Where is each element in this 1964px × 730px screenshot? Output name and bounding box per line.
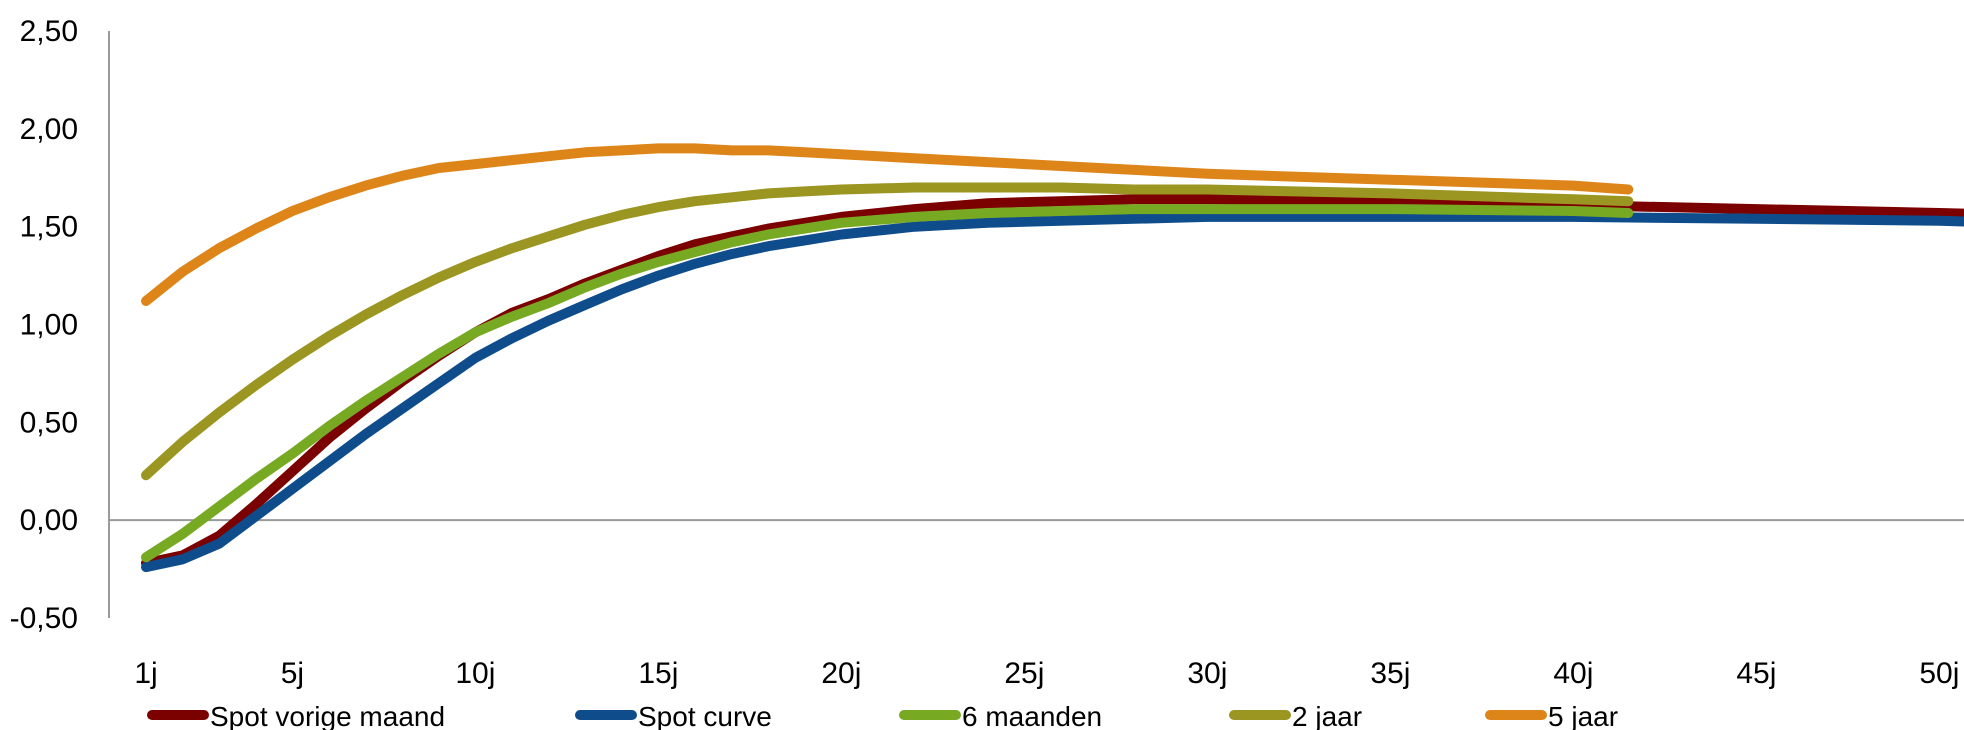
series-line-1 [141, 211, 1964, 573]
x-tick-label: 30j [1187, 657, 1227, 690]
legend-label: 6 maanden [962, 701, 1102, 730]
y-tick-label: 2,50 [20, 15, 78, 48]
legend-label: 5 jaar [1548, 701, 1618, 730]
x-tick-label: 10j [455, 657, 495, 690]
x-tick-label: 40j [1553, 657, 1593, 690]
x-axis: 1j 5j 10j 15j 20j 25j 30j 35j 40j 45j 50j [109, 519, 1964, 690]
x-tick-label: 1j [134, 657, 157, 690]
y-tick-label: 0,50 [20, 406, 78, 439]
x-tick-label: 15j [638, 657, 678, 690]
x-tick-label: 5j [281, 657, 304, 690]
legend-label: Spot vorige maand [210, 701, 445, 730]
y-tick-label: 1,00 [20, 309, 78, 342]
plot-area [141, 143, 1964, 573]
y-tick-label: 2,00 [20, 113, 78, 146]
y-tick-label: 1,50 [20, 211, 78, 244]
legend-label: Spot curve [638, 701, 772, 730]
legend-label: 2 jaar [1292, 701, 1362, 730]
x-tick-label: 20j [821, 657, 861, 690]
x-tick-label: 25j [1004, 657, 1044, 690]
series-line-2 [141, 204, 1634, 563]
x-tick-label: 50j [1919, 657, 1959, 690]
x-tick-label: 35j [1370, 657, 1410, 690]
y-tick-label: -0,50 [10, 602, 78, 635]
y-axis: 2,50 2,00 1,50 1,00 0,50 0,00 -0,50 [10, 15, 110, 635]
legend: Spot vorige maand Spot curve 6 maanden 2 ja… [147, 701, 1618, 730]
series-line-0 [141, 194, 1964, 569]
x-tick-label: 45j [1736, 657, 1776, 690]
y-tick-label: 0,00 [20, 504, 78, 537]
series-line-3 [141, 182, 1634, 481]
series-line-4 [141, 143, 1634, 306]
